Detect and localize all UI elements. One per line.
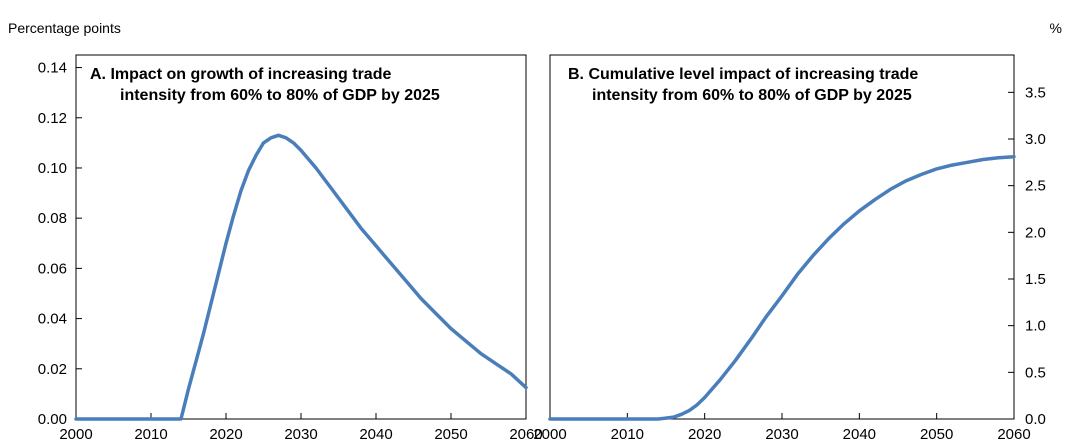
panel-a-y-tick-label: 0.12 <box>38 110 67 127</box>
panel-b-x-tick-label: 2000 <box>533 426 566 443</box>
panel-a-y-tick-label: 0.00 <box>38 411 67 428</box>
panel-b: % B. Cumulative level impact of increasi… <box>533 20 1062 443</box>
panel-a-y-tick-label: 0.02 <box>38 361 67 378</box>
panel-a-title-line-2: intensity from 60% to 80% of GDP by 2025 <box>120 87 440 104</box>
panel-b-y-tick-label: 0.0 <box>1025 411 1046 428</box>
panel-a-series-line <box>74 133 528 421</box>
panel-a-y-tick-label: 0.04 <box>38 311 67 328</box>
panel-b-y-tick-label: 2.0 <box>1025 224 1046 241</box>
panel-a-x-tick-label: 2050 <box>434 426 467 443</box>
panel-b-y-tick-label: 3.5 <box>1025 84 1046 101</box>
panel-a-y-tick-label: 0.08 <box>38 210 67 227</box>
panel-b-y-tick-label: 3.0 <box>1025 131 1046 148</box>
panel-a: Percentage points A. Impact on growth of… <box>8 20 543 443</box>
panel-a-x-tick-label: 2060 <box>509 426 542 443</box>
panel-b-plot-frame <box>549 54 1015 420</box>
panel-b-title-line-1: B. Cumulative level impact of increasing… <box>568 66 918 83</box>
panel-b-x-tick-label: 2030 <box>765 426 798 443</box>
panel-a-x-tick-label: 2000 <box>59 426 92 443</box>
panel-a-x-axis: 2000 2010 2020 2030 2040 2050 2060 <box>59 413 543 443</box>
panel-b-y-tick-label: 0.5 <box>1025 364 1046 381</box>
panel-a-title-line-1: A. Impact on growth of increasing trade <box>90 66 391 83</box>
panel-b-series-line <box>548 154 1016 421</box>
panel-b-y-tick-label: 1.5 <box>1025 271 1046 288</box>
panel-b-y-tick-label: 2.5 <box>1025 178 1046 195</box>
panel-a-y-tick-label: 0.06 <box>38 260 67 277</box>
panel-a-x-tick-label: 2020 <box>209 426 242 443</box>
panel-a-y-axis: 0.00 0.02 0.04 0.06 0.08 0.10 0.12 0.14 <box>38 60 82 428</box>
panel-b-x-tick-label: 2040 <box>843 426 876 443</box>
panel-a-unit-label: Percentage points <box>8 20 121 36</box>
panel-b-x-tick-label: 2050 <box>920 426 953 443</box>
panel-b-x-tick-label: 2060 <box>997 426 1030 443</box>
panel-b-title-line-2: intensity from 60% to 80% of GDP by 2025 <box>592 87 912 104</box>
panel-b-x-tick-label: 2020 <box>688 426 721 443</box>
panel-b-y-axis: 0.0 0.5 1.0 1.5 2.0 2.5 3.0 3.5 <box>1008 84 1046 428</box>
panel-b-unit-label: % <box>1050 20 1062 36</box>
panel-b-y-tick-label: 1.0 <box>1025 318 1046 335</box>
panel-a-y-tick-label: 0.10 <box>38 160 67 177</box>
panel-a-plot-frame <box>75 54 527 420</box>
panel-a-x-tick-label: 2040 <box>359 426 392 443</box>
panel-b-x-axis: 2000 2010 2020 2030 2040 2050 2060 <box>533 413 1031 443</box>
panel-a-x-tick-label: 2030 <box>284 426 317 443</box>
panel-b-x-tick-label: 2010 <box>611 426 644 443</box>
panel-a-y-tick-label: 0.14 <box>38 60 67 77</box>
panel-a-x-tick-label: 2010 <box>134 426 167 443</box>
